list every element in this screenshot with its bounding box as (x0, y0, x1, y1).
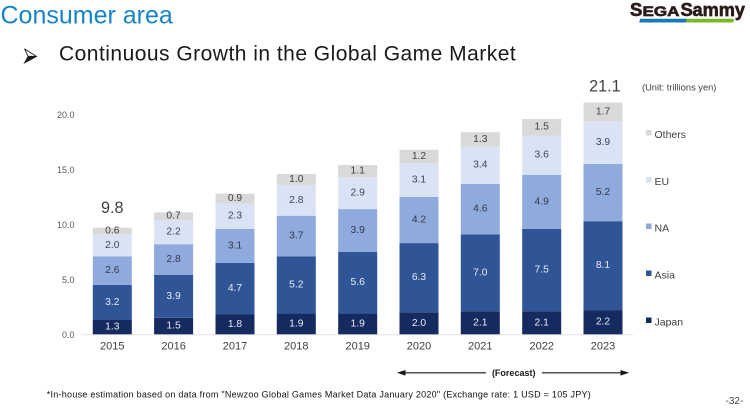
svg-text:4.7: 4.7 (228, 283, 243, 294)
svg-text:2.6: 2.6 (105, 265, 120, 276)
svg-text:1.0: 1.0 (289, 174, 304, 185)
svg-text:1.9: 1.9 (289, 318, 304, 329)
svg-text:7.5: 7.5 (535, 265, 550, 276)
svg-text:1.3: 1.3 (473, 134, 488, 145)
svg-text:2016: 2016 (161, 340, 185, 352)
svg-text:0.6: 0.6 (105, 226, 120, 237)
svg-text:NA: NA (655, 222, 670, 234)
svg-text:3.1: 3.1 (228, 240, 243, 251)
svg-text:*In-house estimation based on: *In-house estimation based on data from … (47, 389, 591, 399)
svg-text:2.9: 2.9 (351, 188, 366, 199)
svg-text:(Unit: trillions yen): (Unit: trillions yen) (642, 83, 716, 93)
svg-text:1.8: 1.8 (228, 319, 243, 330)
svg-text:-32-: -32- (726, 396, 744, 407)
svg-text:3.1: 3.1 (412, 175, 427, 186)
svg-text:7.0: 7.0 (473, 267, 488, 278)
svg-text:ammy: ammy (693, 0, 746, 20)
svg-text:10.0: 10.0 (57, 220, 75, 230)
svg-text:Consumer area: Consumer area (1, 1, 173, 29)
svg-text:3.2: 3.2 (105, 297, 120, 308)
svg-text:5.2: 5.2 (289, 279, 304, 290)
svg-text:2.8: 2.8 (289, 195, 304, 206)
svg-text:2022: 2022 (529, 340, 553, 352)
svg-text:1.9: 1.9 (351, 318, 366, 329)
svg-text:Others: Others (655, 129, 687, 141)
svg-text:15.0: 15.0 (57, 165, 75, 175)
svg-text:1.1: 1.1 (351, 166, 366, 177)
svg-text:0.7: 0.7 (166, 211, 181, 222)
svg-text:2.1: 2.1 (535, 317, 550, 328)
svg-text:2023: 2023 (591, 340, 615, 352)
svg-text:2.0: 2.0 (105, 240, 120, 251)
svg-text:2020: 2020 (407, 340, 431, 352)
svg-text:Japan: Japan (655, 316, 684, 328)
svg-text:4.6: 4.6 (473, 204, 488, 215)
svg-text:8.1: 8.1 (596, 260, 611, 271)
svg-text:S: S (630, 0, 642, 20)
svg-text:1.5: 1.5 (166, 321, 181, 332)
svg-text:3.9: 3.9 (166, 291, 181, 302)
svg-text:2021: 2021 (468, 340, 492, 352)
svg-text:3.9: 3.9 (596, 137, 611, 148)
svg-text:2.1: 2.1 (473, 317, 488, 328)
svg-text:1.7: 1.7 (596, 106, 611, 117)
svg-text:2017: 2017 (223, 340, 247, 352)
svg-text:3.9: 3.9 (351, 225, 366, 236)
svg-text:2.2: 2.2 (596, 317, 611, 328)
svg-text:2.3: 2.3 (228, 211, 243, 222)
svg-text:Asia: Asia (655, 269, 676, 281)
svg-text:0.9: 0.9 (228, 193, 243, 204)
svg-text:5.6: 5.6 (351, 277, 366, 288)
svg-text:2.8: 2.8 (166, 254, 181, 265)
svg-text:4.2: 4.2 (412, 215, 427, 226)
svg-text:EGA: EGA (643, 3, 680, 19)
svg-text:5.0: 5.0 (62, 275, 75, 285)
svg-text:6.3: 6.3 (412, 272, 427, 283)
svg-text:2.0: 2.0 (412, 318, 427, 329)
svg-text:S: S (681, 0, 693, 20)
svg-text:2019: 2019 (345, 340, 369, 352)
svg-text:9.8: 9.8 (101, 199, 124, 217)
svg-text:2.2: 2.2 (166, 227, 181, 238)
svg-text:2015: 2015 (100, 340, 124, 352)
svg-text:Continuous Growth in the Globa: Continuous Growth in the Global Game Mar… (59, 43, 516, 66)
svg-text:1.3: 1.3 (105, 322, 120, 333)
svg-text:3.4: 3.4 (473, 160, 488, 171)
svg-text:3.7: 3.7 (289, 231, 304, 242)
svg-text:21.1: 21.1 (589, 77, 621, 95)
svg-text:1.5: 1.5 (535, 122, 550, 133)
svg-text:3.6: 3.6 (535, 150, 550, 161)
svg-text:2018: 2018 (284, 340, 308, 352)
svg-text:20.0: 20.0 (57, 110, 75, 120)
svg-text:1.2: 1.2 (412, 151, 427, 162)
svg-text:(Forecast): (Forecast) (492, 368, 536, 378)
svg-text:0.0: 0.0 (62, 330, 75, 340)
svg-text:5.2: 5.2 (596, 187, 611, 198)
svg-text:EU: EU (655, 176, 670, 188)
svg-text:4.9: 4.9 (535, 196, 550, 207)
